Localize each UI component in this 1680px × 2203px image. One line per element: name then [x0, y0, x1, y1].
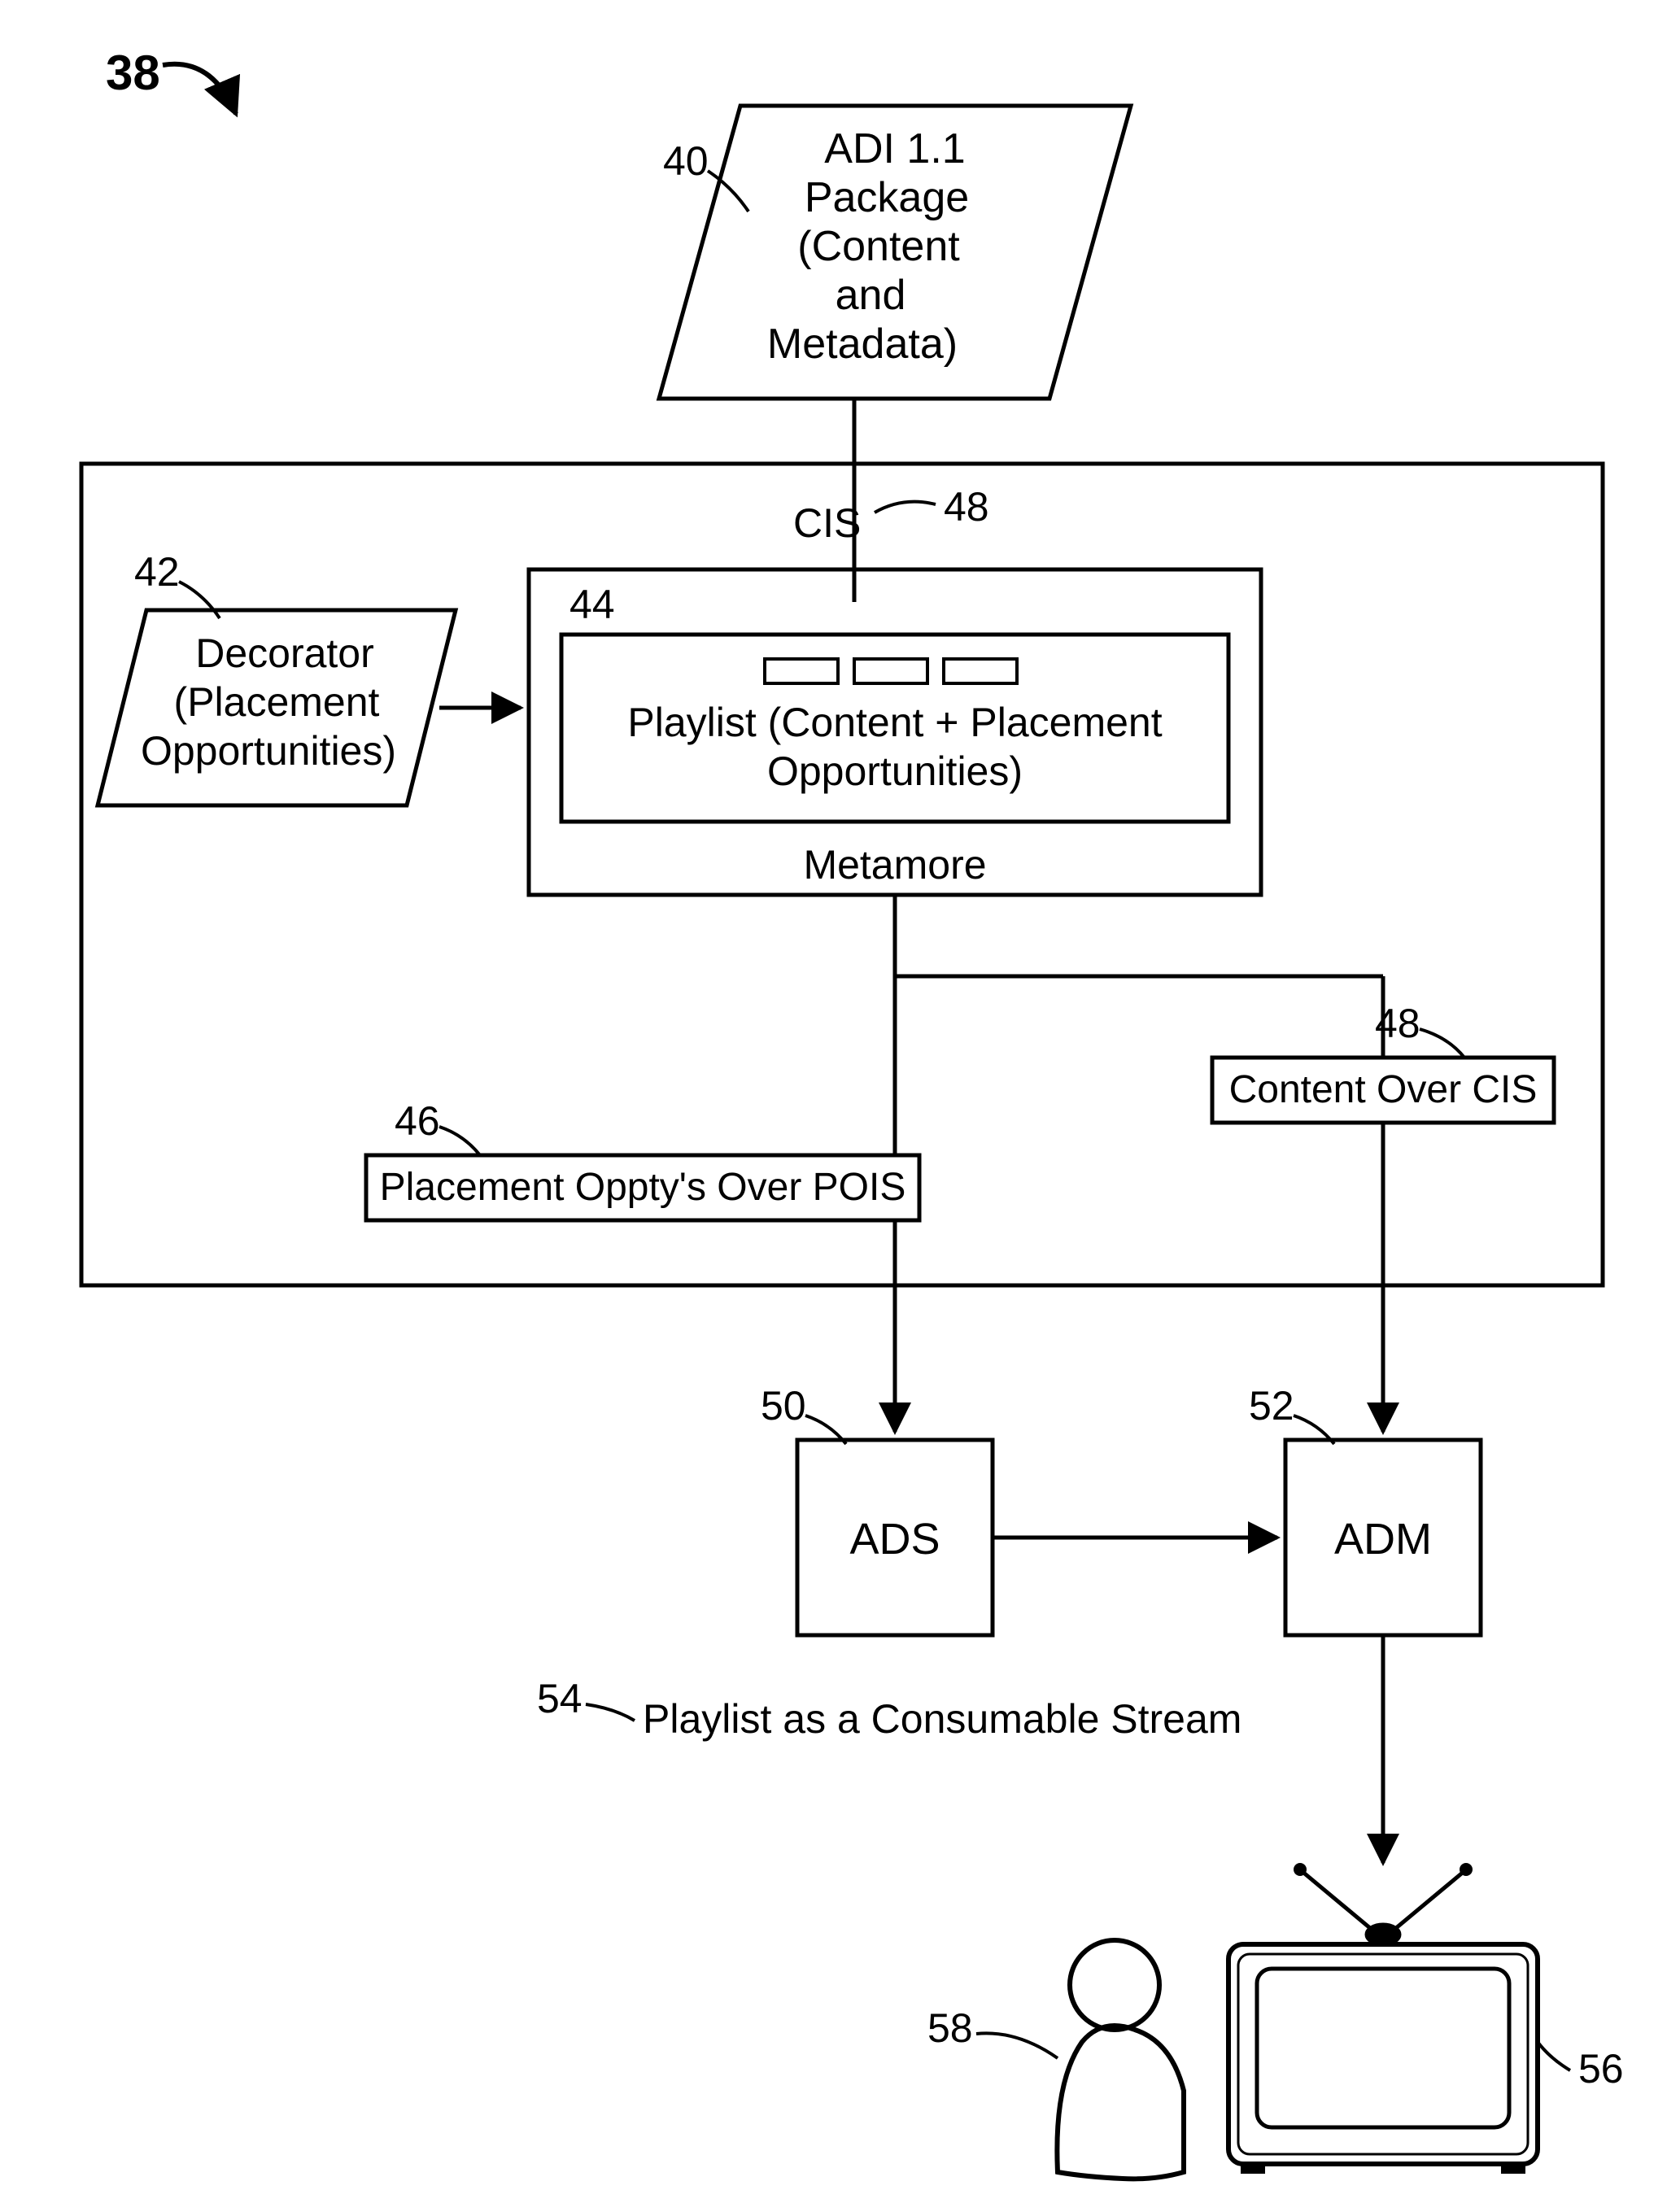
ref-44: 44: [569, 582, 615, 627]
adi-line-5: Metadata): [767, 321, 958, 368]
figure-ref-38: 38: [106, 46, 160, 100]
adi-line-1: ADI 1.1: [824, 125, 965, 172]
ref-40: 40: [663, 138, 709, 184]
playlist-line-2: Opportunities): [767, 748, 1023, 794]
ref-48-b: 48: [1375, 1001, 1420, 1046]
adm-label: ADM: [1334, 1515, 1432, 1564]
pois-label: Placement Oppty's Over POIS: [380, 1166, 906, 1209]
ref-42: 42: [134, 549, 180, 595]
adi-line-4: and: [836, 272, 906, 319]
person-icon: [1057, 1940, 1184, 2179]
ref-58: 58: [927, 2005, 973, 2051]
playlist-line-1: Playlist (Content + Placement: [627, 700, 1162, 745]
ref-58-leader: [976, 2033, 1058, 2058]
cis-label: CIS: [793, 500, 861, 546]
ref-48-leader-1: [875, 502, 936, 513]
adi-package-node: ADI 1.1 Package (Content and Metadata): [659, 106, 1131, 399]
metamore-label: Metamore: [803, 842, 986, 888]
decorator-line-3: Opportunities): [141, 728, 396, 774]
ref-46: 46: [395, 1098, 440, 1144]
decorator-node: Decorator (Placement Opportunities): [98, 610, 456, 805]
playlist-slot-2: [854, 659, 927, 683]
stream-label: Playlist as a Consumable Stream: [643, 1696, 1241, 1742]
playlist-slot-1: [765, 659, 838, 683]
ref-52: 52: [1249, 1383, 1294, 1429]
figure-ref-arrow: [163, 64, 236, 114]
adi-line-2: Package: [805, 174, 969, 221]
ref-42-leader: [179, 582, 220, 618]
ref-56-leader: [1538, 2042, 1570, 2070]
ref-48-b-leader: [1420, 1029, 1464, 1058]
ads-label: ADS: [849, 1515, 940, 1564]
tv-icon: [1228, 1863, 1538, 2174]
decorator-line-1: Decorator: [195, 630, 374, 676]
decorator-line-2: (Placement: [174, 679, 380, 725]
adi-line-3: (Content: [797, 223, 960, 270]
ref-46-leader: [439, 1127, 480, 1155]
ref-48-a: 48: [944, 484, 989, 530]
ref-54-leader: [586, 1704, 635, 1721]
content-over-cis-label: Content Over CIS: [1229, 1068, 1538, 1111]
ref-54: 54: [537, 1676, 583, 1721]
ref-50: 50: [761, 1383, 806, 1429]
flowchart-diagram: 38 ADI 1.1 Package (Content and Metadata…: [0, 0, 1680, 2199]
playlist-slot-3: [944, 659, 1017, 683]
ref-56: 56: [1578, 2046, 1624, 2092]
